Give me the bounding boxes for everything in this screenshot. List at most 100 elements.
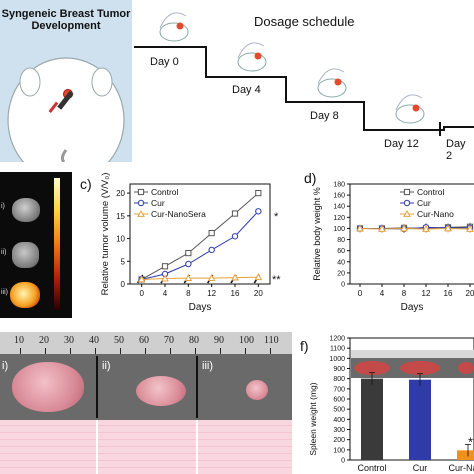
data-point-c (231, 210, 239, 217)
y-tick-label-f: 400 (333, 417, 345, 424)
bar-cur (409, 379, 431, 460)
y-axis-label-f: Spleen weight (mg) (308, 382, 318, 455)
x-tick-label-c: 12 (207, 289, 216, 298)
x-tick-label-d: 4 (380, 289, 385, 298)
schedule-mouse-1 (237, 52, 267, 72)
panel-c-label: c) (80, 176, 92, 192)
y-tick-label-d: 100 (333, 226, 345, 233)
mouse-illustration (7, 57, 125, 162)
x-tick-label-d: 8 (402, 289, 407, 298)
data-point-c (208, 246, 215, 254)
x-tick-label-d: 0 (358, 289, 363, 298)
photo-label-i: i) (2, 360, 9, 372)
data-point-d (466, 224, 474, 232)
chart-d: 0 20 40 60 80 100 120 140 160 180 0 4 8 12 16 20 Days Rel… (312, 182, 474, 313)
ruler-tick (195, 348, 196, 354)
histology-divider-2 (196, 420, 198, 474)
legend-marker-c (137, 188, 145, 196)
y-axis-label-c: Relative tumor volume (V/V₀) (100, 173, 111, 296)
y-axis-label-d: Relative body weight % (312, 187, 322, 281)
ruler-tick (70, 348, 71, 354)
spleen-photo-cur-nano (458, 362, 474, 374)
y-tick-label-c: 5 (121, 257, 126, 266)
data-point-c (161, 274, 169, 282)
legend-label-c: Control (151, 187, 179, 197)
legend-marker-c (137, 209, 145, 217)
y-tick-label-f: 600 (333, 397, 345, 404)
data-point-d (356, 224, 364, 232)
tumor-image-iii (10, 282, 40, 308)
ruler-tick-label: 40 (89, 335, 99, 346)
panel-f-label: f) (300, 338, 309, 354)
photo-panel: 10 20 30 40 50 60 70 80 90 100 110 i) ii) iii) (0, 332, 292, 474)
x-tick-label-d: 16 (444, 289, 453, 298)
y-tick-label-c: 0 (121, 280, 126, 289)
schedule-arc-3 (395, 94, 423, 111)
significance-f: ** (468, 434, 474, 449)
data-point-d (444, 224, 452, 232)
data-point-c (185, 260, 192, 268)
x-tick-label-f: Cur (413, 463, 428, 473)
tumor-photo-iii (246, 380, 268, 400)
ruler-tick-label: 100 (239, 335, 254, 346)
schedule-tumor-0 (176, 22, 184, 30)
ruler-tick (170, 348, 171, 354)
y-tick-label-f: 900 (333, 366, 345, 373)
ruler-tick (220, 348, 221, 354)
series-line-d-2 (359, 227, 471, 230)
histology-strip (0, 420, 292, 474)
panel-d-label: d) (304, 170, 317, 186)
y-tick-label-f: 1200 (329, 336, 345, 343)
ruler-tick-label: 80 (189, 335, 199, 346)
data-point-d (422, 224, 430, 232)
y-tick-label-f: 800 (333, 376, 345, 383)
ruler-tick (45, 348, 46, 354)
photo-label-ii: ii) (102, 360, 111, 372)
data-point-c (255, 208, 262, 215)
y-tick-label-d: 140 (333, 204, 345, 211)
ruler-tick (270, 348, 271, 354)
schedule-day-12: Day 12 (384, 138, 419, 150)
data-point-c (254, 273, 263, 281)
ruler-tick-label: 60 (139, 335, 149, 346)
data-point-c (255, 189, 262, 197)
x-tick-label-f: Cur-Nano (448, 463, 474, 473)
legend-label-d: Cur-Nano (417, 209, 454, 219)
chart-c: 0 5 10 15 20 0 4 8 12 16 20 Days Relative tumor volu… (100, 173, 281, 313)
y-tick-label-d: 80 (337, 237, 345, 244)
ruler-tick-label: 110 (264, 335, 279, 346)
photo-divider-2 (196, 356, 198, 418)
schedule-arc-0 (159, 12, 187, 29)
x-tick-label-c: 4 (163, 289, 168, 298)
ruler-tick (145, 348, 146, 354)
tumor-image-ii (12, 242, 39, 268)
y-tick-label-c: 10 (116, 235, 125, 244)
y-tick-label-f: 100 (333, 447, 345, 454)
imaging-label-ii: ii) (1, 249, 7, 256)
legend-label-d: Control (417, 187, 445, 197)
ruler-tick (120, 348, 121, 354)
spleen-photo-cur (400, 361, 440, 375)
y-tick-label-f: 300 (333, 427, 345, 434)
y-tick-label-c: 20 (116, 189, 125, 198)
ruler-tick (95, 348, 96, 354)
y-tick-label-f: 500 (333, 407, 345, 414)
schedule-day-8: Day 8 (310, 110, 339, 122)
x-tick-label-c: 8 (186, 289, 191, 298)
data-point-c (184, 274, 193, 281)
imaging-label-iii: iii) (1, 289, 8, 296)
schedule-mouse-2 (317, 78, 347, 98)
legend-label-c: Cur-NanoSera (151, 209, 206, 219)
tumor-image-i (12, 198, 40, 222)
imaging-panel: i) ii) iii) (0, 172, 72, 318)
intensity-colorbar (54, 178, 60, 310)
schedule-arc-1 (237, 42, 265, 59)
schedule-day-4: Day 4 (232, 84, 261, 96)
legend-marker-d (403, 188, 411, 196)
photo-divider-1 (96, 356, 98, 418)
syringe-icon (57, 90, 74, 110)
data-point-d (400, 224, 408, 232)
plot-frame-d (349, 183, 474, 285)
significance-c-2: ** (272, 274, 281, 286)
y-tick-label-d: 20 (337, 270, 345, 277)
